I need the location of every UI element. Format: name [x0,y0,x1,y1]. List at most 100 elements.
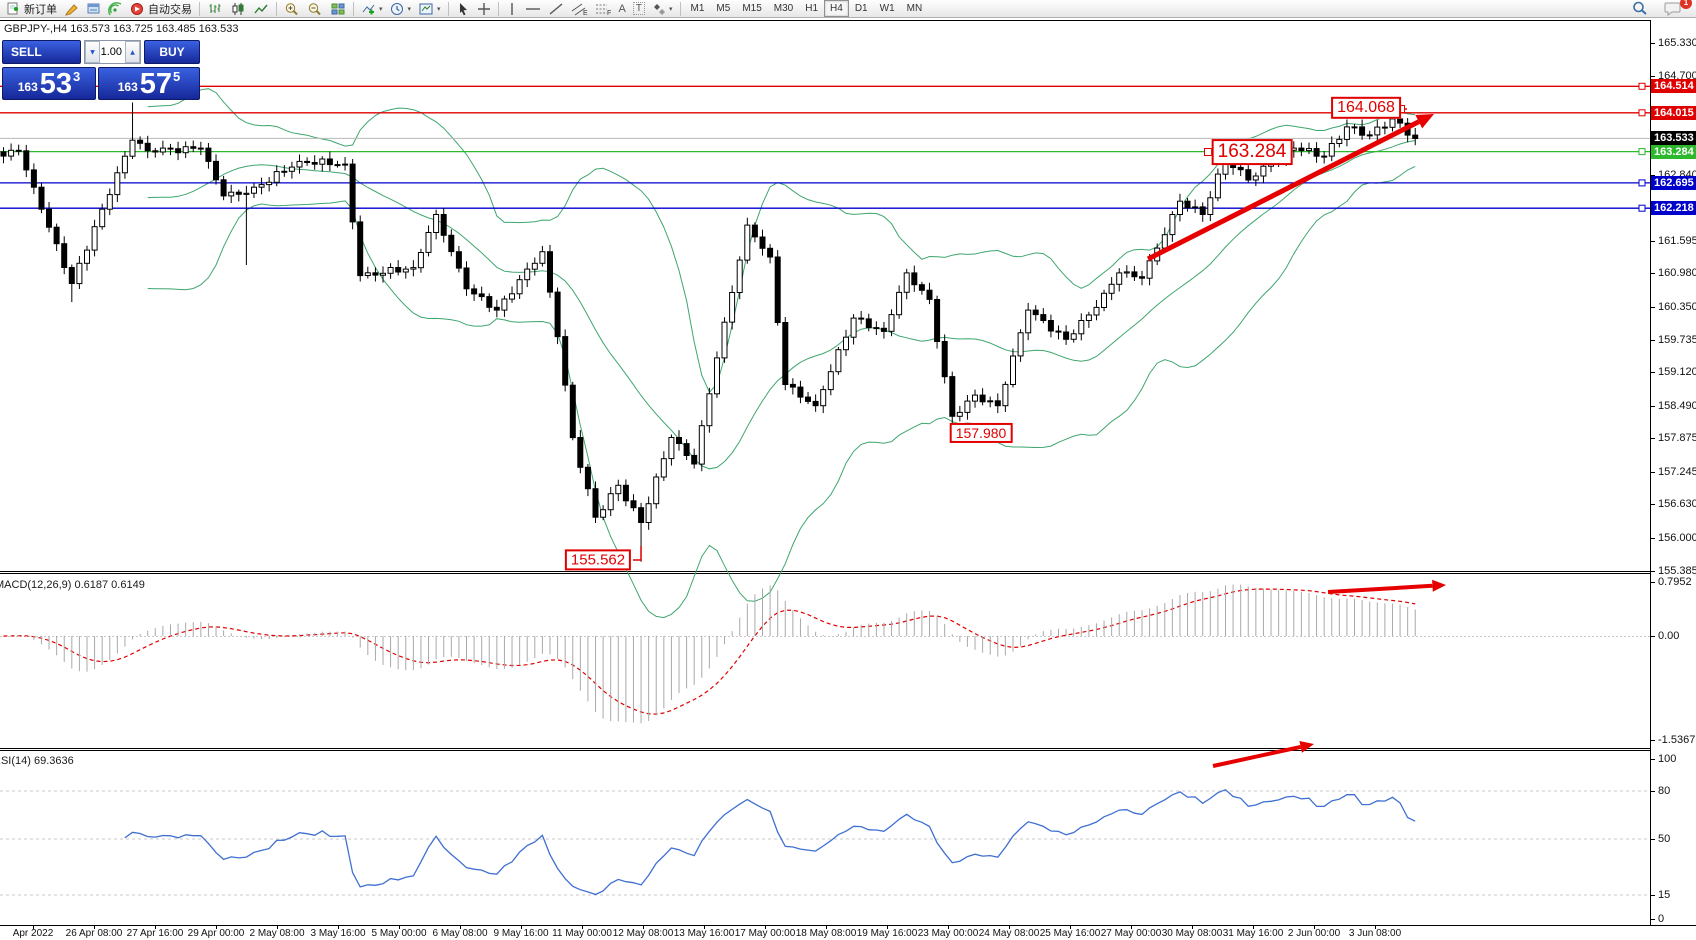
vertical-line-icon [510,2,513,15]
timeframe-h4[interactable]: H4 [824,0,849,17]
new-order-label: 新订单 [24,3,57,16]
rsi-line [124,788,1416,896]
zoom-in-button[interactable] [281,1,303,17]
arrows-tool[interactable]: ▾ [649,1,676,17]
one-click-trading-panel: SELL ▼ 1.00 ▲ BUY 163 53 3 163 57 5 [2,40,200,102]
timeframe-m1[interactable]: M1 [690,3,705,14]
fibonacci-icon: F [595,4,611,16]
macd-tick [1651,581,1655,583]
fibonacci-tool[interactable]: F [592,1,615,17]
periods-button[interactable]: ▾ [387,1,415,17]
tile-windows-button[interactable] [327,1,349,17]
signal-button[interactable] [105,1,126,17]
sell-button[interactable]: SELL [2,40,81,64]
hline-price-flag: 162.695 [1651,175,1696,190]
volume-stepper: ▼ 1.00 ▲ [84,40,141,64]
timeframe-m15[interactable]: M15 [742,3,762,14]
price-annotation[interactable]: 164.068 [1331,96,1401,120]
price-tick [1651,438,1655,440]
time-tick [460,926,461,929]
new-order-button[interactable]: 新订单 [3,1,60,17]
macd-tick-label: -1.5367 [1658,733,1696,746]
price-scale[interactable]: 165.330 164.700 162.840 161.595 160.980 160.3… [1651,18,1696,925]
vertical-line-tool[interactable] [503,1,521,17]
auto-trading-button[interactable]: 自动交易 [127,1,195,17]
templates-button[interactable]: ▾ [415,1,444,17]
add-indicator-icon [362,4,375,14]
bid-price-flag: 163.533 [1651,131,1696,146]
trend-arrow-macd [1327,583,1433,594]
chart-plot[interactable] [0,18,1696,940]
sell-price-display[interactable]: 163 53 3 [2,67,96,100]
price-tick [1651,75,1655,77]
toolbar-separator [353,1,354,16]
cursor-icon [459,2,467,15]
volume-input[interactable]: 1.00 [100,46,122,58]
main-toolbar: 新订单 自动交易 [0,0,1696,18]
market-window-icon [87,3,100,13]
volume-decrease-button[interactable]: ▼ [85,41,100,63]
hline-marker [1638,179,1646,187]
indicators-button[interactable]: ▾ [358,1,386,17]
candlestick-button[interactable] [227,1,249,17]
sell-price-pip: 3 [73,69,81,84]
annotation-connector [633,546,642,561]
notifications-button[interactable]: 1 [1661,0,1692,17]
buy-price-display[interactable]: 163 57 5 [98,67,200,100]
time-tick [1009,926,1010,929]
channel-icon: E [571,3,588,16]
buy-button[interactable]: BUY [144,40,200,64]
price-tick [1651,174,1655,176]
bollinger-middle [147,140,1416,470]
time-label: 30 May 08:00 [1161,928,1223,939]
chart-area[interactable]: GBPJPY-,H4 163.573 163.725 163.485 163.5… [0,18,1696,940]
text-label-tool[interactable]: T [630,1,648,17]
price-tick [1651,306,1655,308]
cursor-tool-button[interactable] [453,1,473,17]
timeframe-mn[interactable]: MN [906,3,923,14]
equidistant-channel-tool[interactable]: E [568,1,591,17]
bar-chart-button[interactable] [204,1,226,17]
macd-tick [1651,635,1655,637]
zoom-out-icon [308,2,321,15]
rsi-tick [1651,918,1655,920]
trendline-tool[interactable] [545,1,567,17]
trendline-icon [549,2,562,15]
text-tool-icon: A [618,2,626,15]
crosshair-style-button[interactable] [61,1,82,17]
bar-chart-icon [209,3,221,13]
time-label: 5 May 00:00 [371,928,427,939]
time-label: 24 May 08:00 [978,928,1040,939]
price-tick [1651,273,1655,275]
hline-price-flag: 164.015 [1651,105,1696,120]
time-tick [704,926,705,929]
time-axis[interactable]: Apr 2022 26 Apr 08:00 27 Apr 16:00 29 Apr 0… [0,926,1696,940]
volume-increase-button[interactable]: ▲ [125,41,140,63]
time-tick [582,926,583,929]
price-annotation[interactable]: 163.284 [1211,139,1293,165]
timeframe-w1[interactable]: W1 [879,3,895,14]
time-tick [1192,926,1193,929]
timeframe-d1[interactable]: D1 [854,3,868,14]
line-chart-button[interactable] [250,1,272,17]
market-watch-button[interactable] [83,1,104,17]
time-tick [887,926,888,929]
price-tick-label: 158.490 [1658,399,1696,412]
timeframe-m30[interactable]: M30 [773,3,794,14]
text-tool[interactable]: A [616,1,629,17]
zoom-out-button[interactable] [304,1,326,17]
price-tick [1651,570,1655,572]
time-tick [33,926,34,929]
search-button[interactable] [1629,1,1651,17]
rsi-tick [1651,838,1655,840]
horizontal-line-tool[interactable] [522,1,544,17]
price-tick-label: 164.700 [1658,69,1696,82]
price-annotation[interactable]: 155.562 [564,549,632,571]
timeframe-h1[interactable]: H1 [805,3,819,14]
price-annotation[interactable]: 157.980 [949,422,1013,444]
timeframe-m5[interactable]: M5 [716,3,731,14]
price-tick [1651,471,1655,473]
crosshair-tool-button[interactable] [474,1,494,17]
time-tick [338,926,339,929]
trend-arrow-head [1299,741,1314,753]
